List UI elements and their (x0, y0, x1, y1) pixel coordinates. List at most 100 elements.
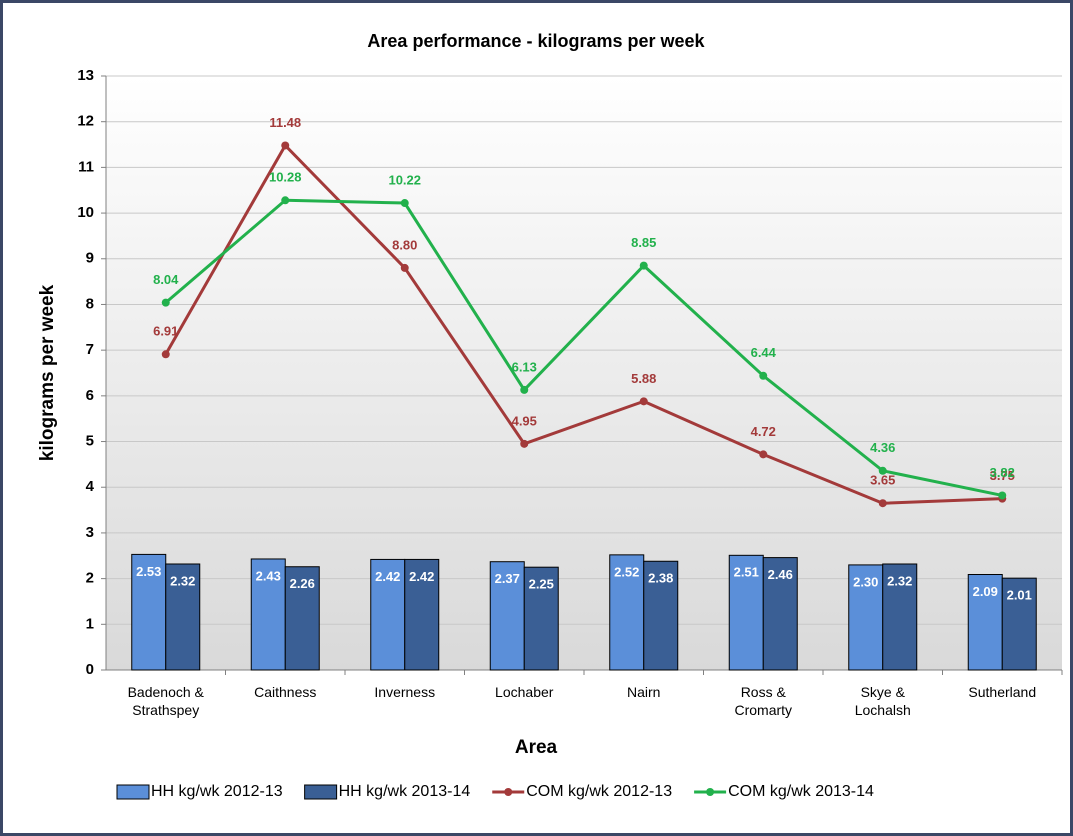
line-point (759, 450, 768, 459)
data-label: 3.75 (990, 468, 1015, 483)
y-axis-title: kilograms per week (37, 284, 58, 461)
chart-title: Area performance - kilograms per week (367, 31, 705, 51)
line-point (161, 350, 170, 359)
bar (848, 564, 884, 671)
legend-swatch (706, 788, 715, 796)
y-tick-label: 11 (78, 158, 94, 175)
line-point (639, 261, 648, 270)
y-tick-label: 2 (86, 570, 94, 587)
data-label: 5.88 (631, 371, 656, 386)
data-label: 2.52 (614, 564, 639, 579)
data-label: 4.36 (870, 440, 895, 455)
data-label: 2.32 (887, 573, 912, 588)
bar (643, 560, 679, 671)
line-point (400, 199, 409, 208)
data-label: 2.46 (768, 567, 793, 582)
data-label: 8.80 (392, 237, 417, 252)
line-point (281, 141, 290, 150)
line-point (639, 397, 648, 406)
data-label: 4.95 (512, 413, 537, 428)
data-label: 6.44 (751, 345, 777, 360)
data-label: 10.22 (388, 172, 421, 187)
x-axis-title: Area (515, 737, 558, 758)
bar (165, 563, 201, 671)
data-label: 2.53 (136, 564, 161, 579)
y-tick-label: 7 (86, 341, 94, 358)
data-label: 2.09 (973, 584, 998, 599)
bar (762, 557, 798, 671)
bar (523, 566, 559, 671)
x-tick-label: Lochaber (495, 684, 554, 700)
line-point (878, 466, 887, 475)
data-label: 4.72 (751, 424, 776, 439)
legend-label: COM kg/wk 2012-13 (526, 783, 672, 800)
data-label: 2.42 (375, 569, 400, 584)
line-point (520, 439, 529, 448)
data-label: 2.30 (853, 574, 878, 589)
legend-swatch (504, 788, 513, 796)
data-label: 11.48 (269, 115, 301, 130)
data-label: 2.32 (170, 573, 195, 588)
y-tick-label: 6 (86, 387, 94, 404)
data-label: 3.82 (990, 465, 1015, 480)
bar (284, 566, 320, 671)
line-point (878, 499, 887, 508)
bar (404, 558, 440, 671)
y-tick-label: 5 (86, 433, 94, 450)
y-tick-label: 4 (86, 478, 95, 495)
data-label: 6.13 (512, 359, 537, 374)
y-tick-label: 1 (86, 615, 94, 632)
x-tick-label: Nairn (627, 684, 661, 700)
bar (489, 561, 525, 671)
data-label: 2.43 (256, 568, 281, 583)
data-label: 2.26 (290, 576, 315, 591)
data-label: 6.91 (153, 324, 178, 339)
y-tick-label: 0 (86, 661, 94, 678)
line-point (161, 298, 170, 307)
legend-swatch (116, 784, 150, 800)
line-point (759, 371, 768, 380)
data-label: 2.38 (648, 571, 673, 586)
data-label: 2.51 (734, 565, 759, 580)
bar (131, 553, 167, 671)
y-tick-label: 10 (77, 204, 94, 221)
line-point (281, 196, 290, 205)
data-label: 3.65 (870, 473, 895, 488)
x-tick-label: Ross & Cromarty (734, 684, 793, 718)
plot-area (106, 76, 1062, 670)
x-tick-label: Sutherland (968, 684, 1037, 700)
line-point (998, 491, 1007, 500)
data-label: 2.25 (529, 577, 554, 592)
line (164, 198, 1003, 497)
legend-label: HH kg/wk 2013-14 (339, 783, 471, 800)
bar (609, 554, 645, 671)
bar (1001, 577, 1037, 671)
bar (370, 558, 406, 671)
data-label: 2.42 (409, 569, 434, 584)
legend-label: HH kg/wk 2012-13 (151, 783, 283, 800)
data-label: 10.28 (269, 170, 302, 185)
line-point (520, 385, 529, 394)
y-tick-label: 8 (86, 295, 94, 312)
y-tick-label: 3 (86, 524, 94, 541)
legend-label: COM kg/wk 2013-14 (728, 783, 874, 800)
x-tick-label: Skye & Lochalsh (854, 684, 911, 718)
data-label: 8.85 (631, 235, 656, 250)
line (164, 142, 1003, 505)
data-label: 8.04 (153, 272, 179, 287)
y-tick-label: 9 (86, 250, 94, 267)
bar (882, 563, 918, 671)
x-tick-label: Badenoch & Strathspey (127, 684, 204, 718)
legend-swatch (304, 784, 338, 800)
line-point (400, 263, 409, 272)
bar (250, 558, 286, 671)
x-tick-label: Caithness (254, 684, 317, 700)
data-label: 2.01 (1007, 588, 1032, 603)
bar (728, 554, 764, 671)
y-tick-label: 13 (77, 67, 94, 84)
y-tick-label: 12 (77, 113, 94, 130)
x-tick-label: Inverness (374, 684, 436, 700)
